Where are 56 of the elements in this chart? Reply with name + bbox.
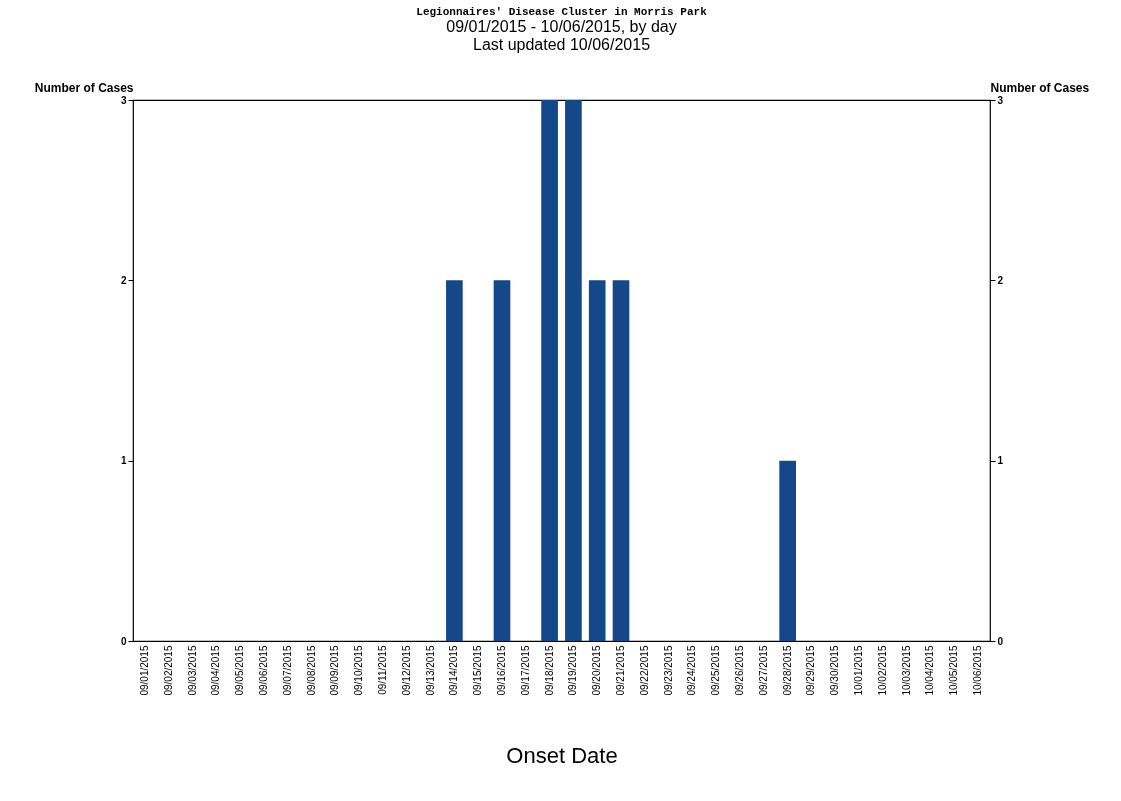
x-tick-label: 09/03/2015 (186, 645, 198, 696)
x-tick-label: 09/23/2015 (662, 645, 674, 696)
x-tick-label: 09/20/2015 (591, 645, 603, 696)
y-tick-label: 1 (120, 455, 127, 467)
chart-subtitle: 09/01/2015 - 10/06/2015, by day Last updated 10/06/2015 (446, 18, 677, 53)
x-tick-label: 09/17/2015 (519, 645, 531, 696)
x-tick-label: 09/02/2015 (162, 645, 174, 696)
x-tick-label: 09/05/2015 (234, 645, 246, 696)
x-tick-label: 09/10/2015 (353, 645, 365, 696)
x-tick-label: 09/04/2015 (210, 645, 222, 696)
y-axis-title: Number of Cases (34, 80, 134, 95)
x-tick-label: 09/13/2015 (424, 645, 436, 696)
x-tick-label: 09/06/2015 (257, 645, 269, 696)
x-axis-title: Onset Date (506, 742, 618, 768)
x-tick-label: 09/29/2015 (805, 645, 817, 696)
y-tick-label: 3 (120, 94, 127, 106)
x-tick-label: 10/04/2015 (924, 645, 936, 696)
y-tick-label: 0 (120, 635, 127, 647)
x-tick-label: 09/27/2015 (757, 645, 769, 696)
y2-axis-title: Number of Cases (990, 80, 1090, 95)
x-tick-label: 09/14/2015 (448, 645, 460, 696)
x-tick-label: 09/07/2015 (281, 645, 293, 696)
x-tick-label: 10/05/2015 (948, 645, 960, 696)
bar (446, 280, 463, 641)
x-tick-label: 09/12/2015 (400, 645, 412, 696)
x-tick-label: 09/19/2015 (567, 645, 579, 696)
y2-tick-label: 3 (997, 94, 1004, 106)
x-tick-label: 09/16/2015 (495, 645, 507, 696)
x-tick-label: 10/01/2015 (853, 645, 865, 696)
x-tick-label: 10/03/2015 (900, 645, 912, 696)
bar (541, 100, 558, 641)
x-tick-label: 09/15/2015 (472, 645, 484, 696)
y2-tick-label: 0 (997, 635, 1004, 647)
x-tick-label: 09/28/2015 (781, 645, 793, 696)
x-tick-label: 09/01/2015 (138, 645, 150, 696)
x-tick-label: 09/25/2015 (710, 645, 722, 696)
bar (565, 100, 582, 641)
x-tick-label: 09/26/2015 (734, 645, 746, 696)
y2-tick-label: 1 (997, 455, 1004, 467)
x-tick-label: 10/02/2015 (876, 645, 888, 696)
y-tick-label: 2 (120, 274, 127, 286)
x-tick-label: 09/09/2015 (329, 645, 341, 696)
x-tick-label: 09/11/2015 (376, 645, 388, 695)
x-tick-label: 10/06/2015 (972, 645, 984, 696)
chart-title: Legionnaires' Disease Cluster in Morris Park (416, 6, 708, 18)
x-tick-label: 09/24/2015 (686, 645, 698, 696)
bar (493, 280, 511, 641)
x-tick-label: 09/08/2015 (305, 645, 317, 696)
x-tick-label: 09/22/2015 (638, 645, 650, 696)
x-tick-label: 09/18/2015 (543, 645, 555, 696)
bar (588, 280, 606, 641)
x-tick-label: 09/30/2015 (829, 645, 841, 696)
x-tick-label: 09/21/2015 (615, 645, 627, 696)
bar (779, 460, 796, 641)
bar (612, 280, 630, 641)
y2-tick-label: 2 (997, 274, 1004, 286)
